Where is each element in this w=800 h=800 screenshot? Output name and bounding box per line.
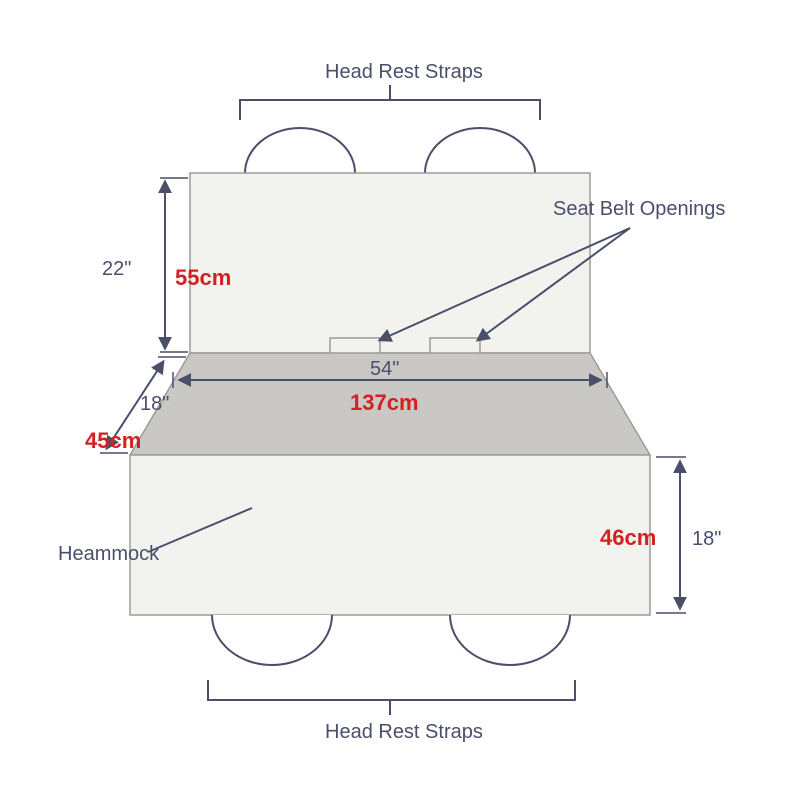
back-panel [190, 173, 590, 353]
top-bracket [240, 100, 540, 120]
dim-22-inches: 22" [102, 258, 131, 280]
bottom-straps-label: Head Rest Straps [325, 721, 483, 743]
dim-54-inches: 54" [370, 358, 399, 380]
bottom-bracket [208, 680, 575, 700]
dim-54-cm: 137cm [350, 390, 419, 415]
seat-cover-diagram: Head Rest Straps Head Rest Straps Seat B… [0, 0, 800, 800]
dim-22-cm: 55cm [175, 265, 231, 290]
top-strap-left [245, 128, 355, 173]
hammock-label: Heammock [58, 543, 160, 565]
dim-18-depth-inches: 18" [140, 393, 169, 415]
dim-18-depth-cm: 45cm [85, 428, 141, 453]
top-strap-right [425, 128, 535, 173]
bottom-strap-right [450, 615, 570, 665]
top-straps-label: Head Rest Straps [325, 61, 483, 83]
dim-18-front-inches: 18" [692, 528, 721, 550]
front-panel [130, 455, 650, 615]
seat-belt-label: Seat Belt Openings [553, 198, 725, 220]
dim-18-front-cm: 46cm [600, 525, 656, 550]
bottom-strap-left [212, 615, 332, 665]
